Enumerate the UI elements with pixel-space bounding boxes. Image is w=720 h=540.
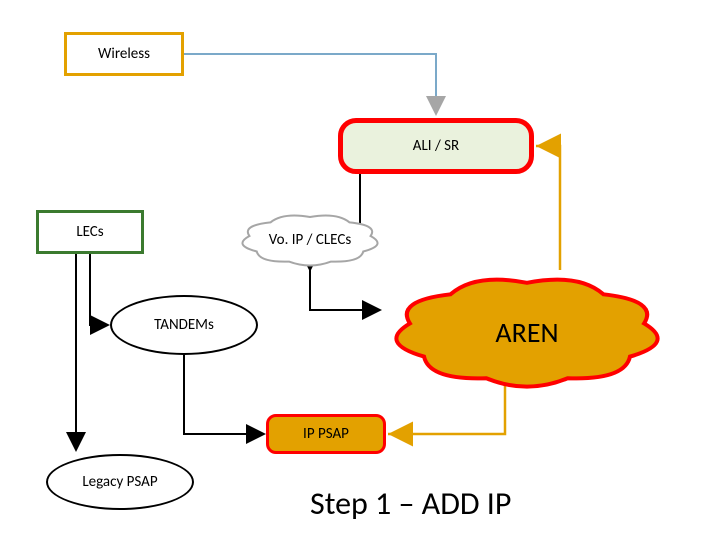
node-aren-label: AREN — [495, 315, 558, 350]
node-ali-sr-label: ALI / SR — [413, 137, 459, 155]
node-lecs: LECs — [36, 210, 144, 254]
node-legacy-psap-label: Legacy PSAP — [82, 473, 157, 491]
node-wireless-label: Wireless — [98, 45, 150, 63]
node-aren: AREN — [382, 272, 672, 392]
node-ali-sr: ALI / SR — [338, 118, 534, 174]
node-ip-psap: IP PSAP — [266, 414, 386, 454]
diagram-title: Step 1 – ADD IP — [310, 478, 710, 528]
diagram-title-text: Step 1 – ADD IP — [310, 484, 511, 523]
node-legacy-psap: Legacy PSAP — [46, 454, 194, 510]
node-voip-label: Vo. IP / CLECs — [269, 231, 351, 249]
node-tandems-label: TANDEMs — [154, 316, 214, 334]
node-wireless: Wireless — [64, 32, 184, 76]
node-lecs-label: LECs — [76, 223, 103, 241]
node-voip: Vo. IP / CLECs — [235, 212, 385, 268]
node-ip-psap-label: IP PSAP — [303, 425, 349, 443]
node-tandems: TANDEMs — [110, 295, 258, 355]
